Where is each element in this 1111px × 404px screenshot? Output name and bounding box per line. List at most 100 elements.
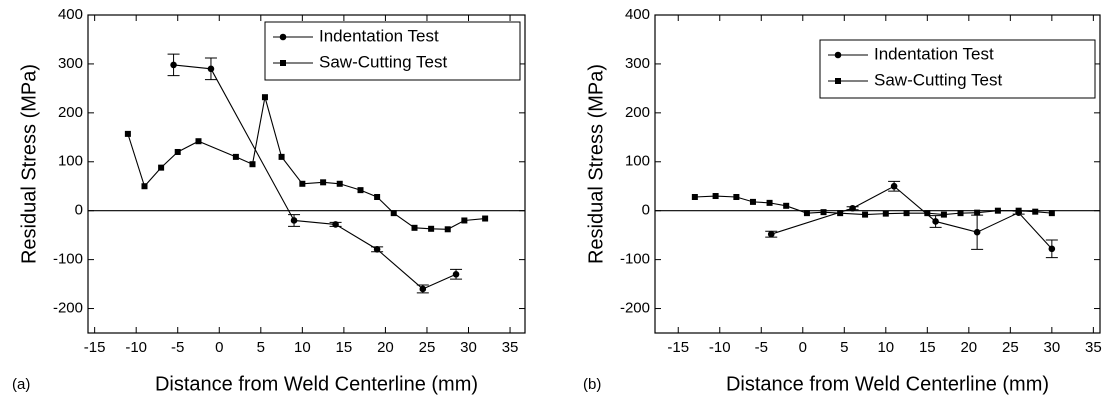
data-point [373,246,381,253]
data-point [249,161,256,168]
legend-label: Indentation Test [319,26,439,45]
x-tick-label: 35 [1085,339,1102,356]
data-point [411,224,418,231]
data-point [1032,208,1039,215]
x-tick-label: 5 [840,339,848,356]
x-tick-label: 30 [1044,339,1061,356]
data-point [170,61,177,69]
data-point [320,179,327,186]
y-axis-label: Residual Stress (MPa) [585,64,607,264]
x-tick-label: 10 [294,339,311,356]
x-tick-label: 15 [919,339,936,356]
data-point [195,138,202,145]
x-tick-label: 30 [460,339,477,356]
data-point [299,180,306,187]
data-point [428,225,435,232]
legend-label: Saw-Cutting Test [319,52,447,71]
y-tick-label: 0 [642,202,650,219]
x-tick-label: 10 [877,339,894,356]
y-tick-label: -200 [53,300,83,317]
data-point [261,94,268,101]
data-point [890,182,898,190]
plot-frame [87,14,526,334]
data-point [332,221,339,228]
data-point [803,210,810,217]
data-point [882,210,889,217]
chart-panel: -200 -100 0 100 200 300 400 -15 -10 -5 0 5 10 15 20 25 3… [12,6,526,395]
legend-marker [279,33,287,41]
y-tick-label: -100 [53,251,83,268]
x-tick-label: 0 [215,339,223,356]
series-line [127,97,486,230]
x-tick-label: 15 [336,339,353,356]
x-tick-label: -10 [125,339,147,356]
x-tick-label: -10 [709,339,731,356]
data-point [278,153,285,160]
panel-label: (a) [12,376,30,393]
series-line [173,64,457,290]
legend-box [819,39,1096,99]
data-point [124,130,131,137]
data-point [940,211,947,218]
y-tick-label: 100 [625,153,650,170]
data-point [862,211,869,218]
data-point [712,193,719,200]
data-point [733,193,740,200]
series-line [771,185,1053,250]
data-point [232,153,239,160]
data-point [444,226,451,233]
y-tick-label: 100 [58,153,83,170]
x-tick-label: 20 [960,339,977,356]
legend-marker [835,78,841,84]
y-axis-label: Residual Stress (MPa) [18,64,40,264]
y-tick-label: 0 [75,202,83,219]
data-point [837,210,844,217]
x-tick-label: -5 [755,339,768,356]
data-point [974,209,981,216]
legend-box [264,21,521,81]
legend: Indentation Test Saw-Cutting Test [264,21,521,81]
data-point [482,215,489,222]
chart-panel: -200 -100 0 100 200 300 400 -15 -10 -5 0 5 10 15 20 25 3… [583,6,1102,395]
data-point [461,217,468,224]
y-tick-label: 400 [58,6,83,23]
y-tick-label: -200 [620,300,650,317]
data-point [290,217,298,224]
legend: Indentation Test Saw-Cutting Test [819,39,1096,99]
data-point [820,209,827,216]
x-tick-label: -5 [171,339,184,356]
data-point [419,285,427,293]
data-point [207,65,215,73]
data-point [932,218,939,225]
legend-marker [834,51,842,59]
plot-frame [654,14,1101,334]
data-point [783,202,790,209]
x-axis-label: Distance from Weld Centerline (mm) [155,373,478,395]
y-tick-label: 400 [625,6,650,23]
data-point [336,180,343,187]
data-point [1015,207,1022,214]
data-point [767,230,775,238]
data-point [174,148,181,155]
data-point [141,183,148,190]
data-point [357,187,364,194]
data-point [691,193,698,200]
data-point [924,210,931,217]
x-tick-label: 35 [502,339,519,356]
data-point [973,228,981,236]
x-tick-label: -15 [667,339,689,356]
y-tick-label: 200 [58,104,83,121]
data-point [766,199,773,206]
y-tick-label: -100 [620,251,650,268]
data-point [452,270,460,278]
x-axis-label: Distance from Weld Centerline (mm) [726,373,1049,395]
legend-label: Indentation Test [874,44,994,63]
x-tick-label: 0 [799,339,807,356]
data-point [1048,245,1056,253]
x-tick-label: 25 [1002,339,1019,356]
data-point [374,193,381,200]
data-point [903,210,910,217]
y-tick-label: 300 [625,55,650,72]
data-point [849,204,856,212]
y-tick-label: 200 [625,104,650,121]
